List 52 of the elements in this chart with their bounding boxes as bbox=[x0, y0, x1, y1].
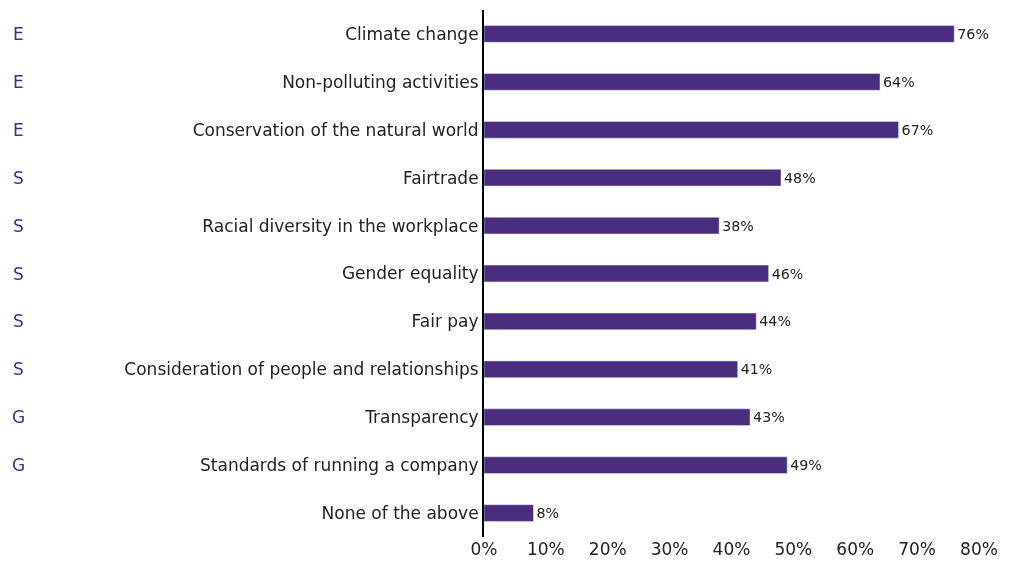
data-label: 64% bbox=[883, 73, 915, 90]
x-tick-label: 80% bbox=[960, 539, 998, 559]
text: S bbox=[13, 311, 24, 331]
bar bbox=[484, 456, 788, 474]
x-tick-label: 40% bbox=[712, 539, 751, 559]
data-label: 76% bbox=[957, 25, 989, 42]
y-tick-label: Fair pay bbox=[411, 311, 479, 332]
bar bbox=[484, 25, 955, 43]
text: G bbox=[12, 407, 26, 427]
x-tick-label: 70% bbox=[898, 539, 937, 559]
bar bbox=[484, 504, 534, 522]
bar bbox=[484, 216, 720, 235]
y-tick-label: Fairtrade bbox=[402, 167, 479, 188]
text: S bbox=[13, 216, 24, 236]
y-tick-label: Transparency bbox=[364, 407, 479, 428]
bar bbox=[484, 408, 751, 426]
y-tick-label: Climate change bbox=[345, 23, 479, 44]
data-label: 41% bbox=[740, 361, 773, 378]
data-label: 38% bbox=[722, 217, 754, 234]
y-tick-label: None of the above bbox=[321, 503, 479, 523]
data-label: 43% bbox=[753, 409, 785, 426]
bar bbox=[484, 312, 757, 331]
bar bbox=[484, 360, 738, 378]
x-tick-label: 50% bbox=[774, 539, 813, 559]
data-label: 8% bbox=[536, 505, 560, 522]
bar bbox=[484, 121, 899, 139]
bar bbox=[484, 169, 782, 187]
x-tick-label: 60% bbox=[836, 539, 875, 559]
x-tick-label: 0% bbox=[470, 539, 498, 559]
y-tick-label: Non-polluting activities bbox=[282, 71, 479, 92]
y-tick-label: Standards of running a company bbox=[200, 455, 479, 476]
data-label: 67% bbox=[901, 121, 934, 138]
y-tick-label: Gender equality bbox=[341, 263, 479, 284]
y-tick-label: Consideration of people and relationships bbox=[124, 359, 479, 380]
data-label: 46% bbox=[771, 265, 804, 282]
x-tick-label: 20% bbox=[588, 539, 627, 559]
y-tick-label: Racial diversity in the workplace bbox=[202, 215, 479, 236]
text: E bbox=[13, 24, 24, 44]
text: E bbox=[13, 72, 24, 92]
text: G bbox=[12, 455, 26, 475]
text: S bbox=[13, 168, 24, 188]
x-tick-label: 30% bbox=[650, 539, 689, 559]
data-label: 49% bbox=[790, 457, 822, 474]
data-label: 44% bbox=[759, 313, 791, 330]
bar bbox=[484, 264, 769, 283]
text: S bbox=[13, 264, 24, 284]
text: S bbox=[13, 359, 24, 379]
text: E bbox=[13, 120, 24, 140]
bar bbox=[484, 73, 881, 91]
x-tick-label: 10% bbox=[526, 539, 565, 559]
data-label: 48% bbox=[784, 169, 816, 186]
y-tick-label: Conservation of the natural world bbox=[192, 119, 479, 140]
